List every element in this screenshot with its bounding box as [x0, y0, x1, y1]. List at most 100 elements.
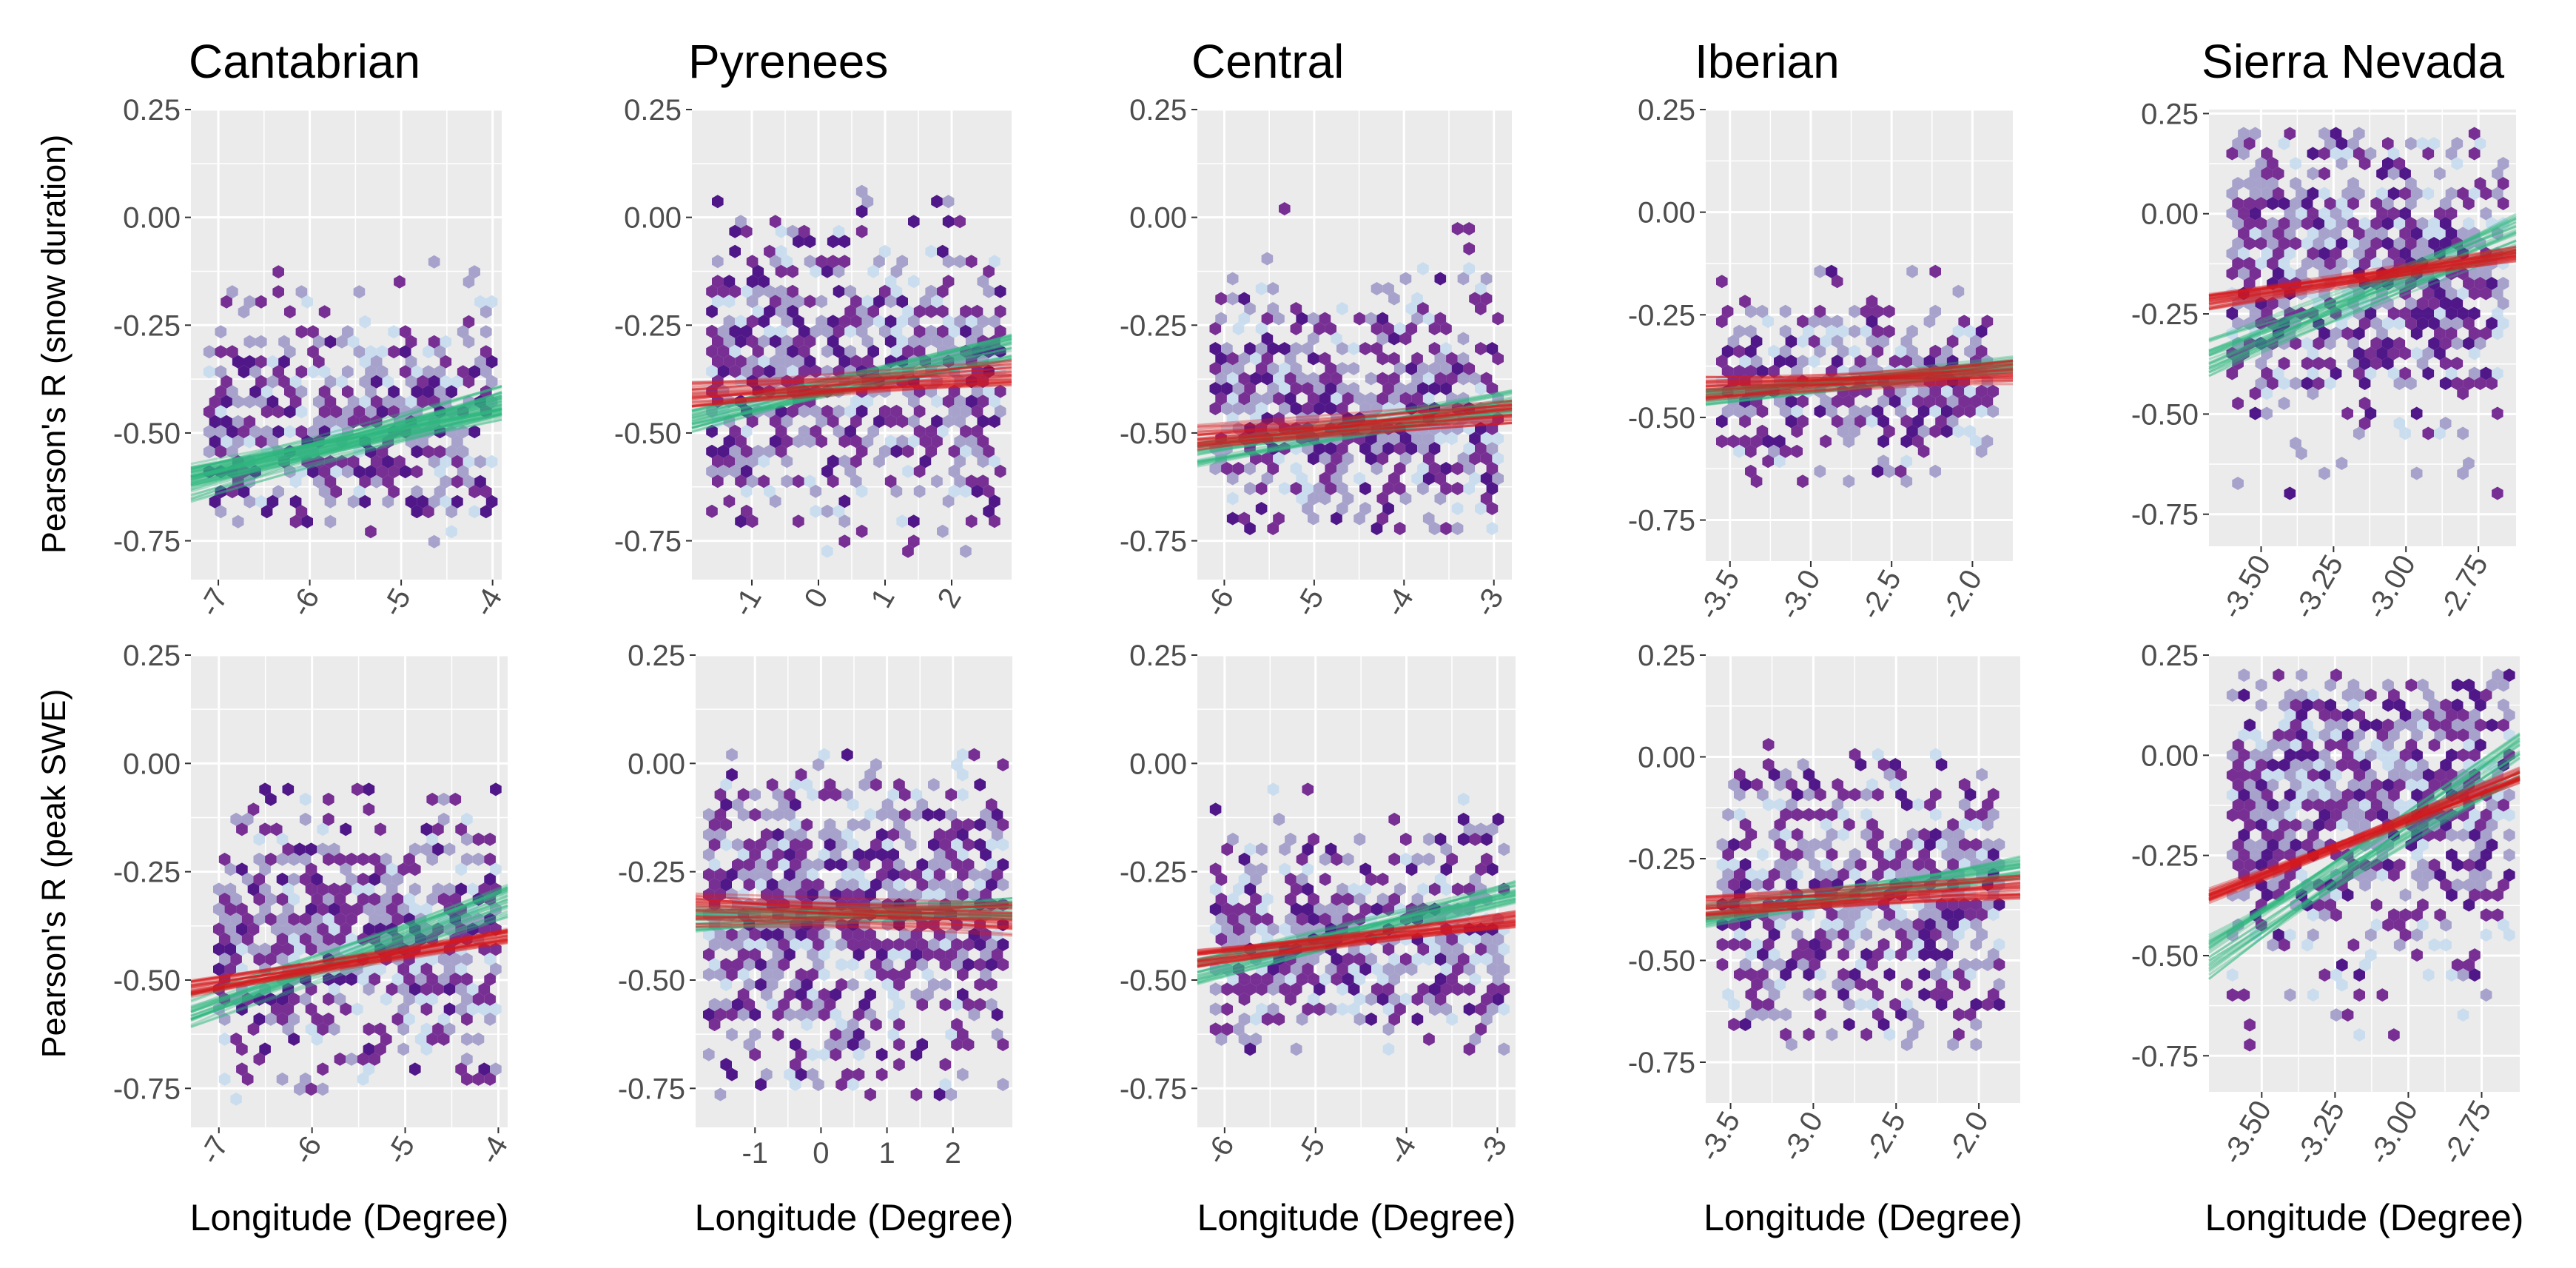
fit-line-green — [190, 385, 502, 472]
fit-line-green — [190, 395, 502, 470]
hexbin-cell — [209, 435, 221, 449]
y-tick-label: 0.25 — [628, 640, 685, 672]
row-title-peak-swe: Pearson's R (peak SWE) — [35, 689, 73, 1059]
hexbin-cell — [1923, 375, 1936, 389]
hexbin-cell — [775, 284, 787, 298]
hexbin-cell — [1336, 482, 1348, 495]
hexbin-cell — [2335, 157, 2348, 170]
hexbin-cell — [2480, 246, 2492, 261]
hexbin-cell — [925, 244, 937, 258]
hexbin-cell — [1279, 382, 1291, 395]
hexbin-cell — [1405, 422, 1418, 435]
hexbin-cell — [948, 324, 961, 338]
y-tick-label: 0.00 — [1129, 748, 1187, 780]
panel-iberian-snow-duration: -0.75-0.50-0.250.000.25-3.5 -3.0 -2.5 -2.0I… — [1628, 35, 2014, 625]
hexbin-cell — [2238, 207, 2250, 221]
hexbin-cell — [221, 395, 232, 409]
fit-line-green — [190, 416, 502, 479]
hexbin-cell — [867, 344, 879, 358]
hexbin-cell — [787, 344, 798, 358]
hexbin-cell — [480, 405, 492, 419]
hexbin-cell — [1273, 392, 1285, 406]
hexbin-cell — [913, 324, 926, 338]
hexbin-cell — [2382, 237, 2394, 250]
hexbin-cell — [2347, 137, 2359, 150]
hexbin-cell — [1480, 412, 1493, 426]
hexbin-cell — [2347, 197, 2359, 210]
hexbin-cell — [440, 375, 452, 389]
y-tick-label: 0.25 — [1638, 640, 1695, 672]
hexbin-cell — [1331, 332, 1342, 346]
y-tick-label: 0.00 — [628, 748, 685, 780]
fit-line-red — [1705, 363, 2014, 383]
hexbin-cell — [1877, 435, 1889, 449]
fit-line-green — [1197, 397, 1513, 464]
hexbin-cell — [1803, 384, 1815, 398]
fit-line-green — [691, 347, 1012, 416]
hexbin-cell — [706, 424, 718, 438]
hexbin-cell — [272, 265, 284, 279]
fit-line-green — [1197, 400, 1513, 448]
hexbin-cell — [827, 454, 839, 469]
hexbin-cell — [2313, 237, 2324, 250]
hexbin-cell — [896, 315, 908, 329]
fit-line-green — [190, 413, 502, 474]
hexbin-cell — [318, 405, 331, 419]
hexbin-cell — [295, 325, 308, 339]
hexbin-cell — [827, 235, 839, 249]
hexbin-cell — [833, 424, 845, 438]
hexbin-cell — [1221, 422, 1233, 435]
hexbin-cell — [960, 544, 972, 558]
hexbin-cell — [925, 364, 937, 378]
hexbin-cell — [1255, 282, 1268, 295]
hexbin-cell — [960, 364, 972, 378]
hexbin-cell — [1906, 424, 1918, 438]
fit-line-red — [1705, 363, 2014, 401]
hexbin-cell — [1302, 422, 1314, 435]
hexbin-cell — [440, 355, 452, 369]
hexbin-cell — [2330, 246, 2342, 261]
hexbin-cell — [2255, 157, 2267, 170]
hexbin-cell — [838, 534, 851, 549]
hexbin-cell — [764, 364, 776, 378]
hexbin-cell — [855, 384, 868, 398]
hexbin-cell — [827, 415, 839, 429]
hexbin-cell — [781, 474, 793, 489]
y-tick-label: 0.00 — [1638, 742, 1695, 774]
hexbin-cell — [1946, 395, 1959, 409]
fit-line-green — [190, 408, 502, 480]
hexbin-cell — [1929, 384, 1941, 398]
fit-line-green — [691, 341, 1012, 423]
hexbin-cell — [238, 305, 250, 319]
hexbin-cell — [388, 465, 400, 479]
y-tick-label: 0.25 — [2141, 640, 2199, 672]
hexbin-cell — [1808, 315, 1820, 329]
hexbin-cell — [960, 324, 972, 338]
hexbin-cell — [787, 304, 798, 318]
hexbin-cell — [781, 255, 793, 269]
hexbin-cell — [793, 315, 804, 329]
hexbin-cell — [1964, 344, 1976, 358]
fit-line-red — [691, 363, 1012, 389]
hexbin-cell — [1935, 355, 1947, 369]
hexbin-cell — [2226, 187, 2239, 201]
hexbin-cell — [2255, 177, 2267, 190]
hexbin-cell — [313, 435, 325, 449]
y-tick-label: 0.25 — [1638, 94, 1695, 127]
hexbin-cell — [2492, 187, 2503, 201]
hexbin-cell — [1308, 352, 1319, 366]
hexbin-cell — [1382, 422, 1394, 435]
fit-line-green — [190, 408, 502, 503]
hexbin-cell — [1440, 462, 1452, 475]
column-title-cantabrian: Cantabrian — [189, 35, 420, 88]
hexbin-cell — [775, 244, 787, 258]
y-tick-label: -0.25 — [1628, 299, 1695, 332]
hexbin-cell — [1486, 402, 1499, 415]
fit-line-red — [1197, 406, 1513, 443]
hexbin-cell — [1843, 435, 1855, 449]
hexbin-cell — [411, 445, 423, 459]
fit-line-green — [1705, 368, 2014, 406]
y-tick-label: 0.25 — [1129, 94, 1187, 127]
x-axis-title: Longitude (Degree) — [695, 1197, 1014, 1238]
hexbin-cell — [994, 404, 1006, 418]
